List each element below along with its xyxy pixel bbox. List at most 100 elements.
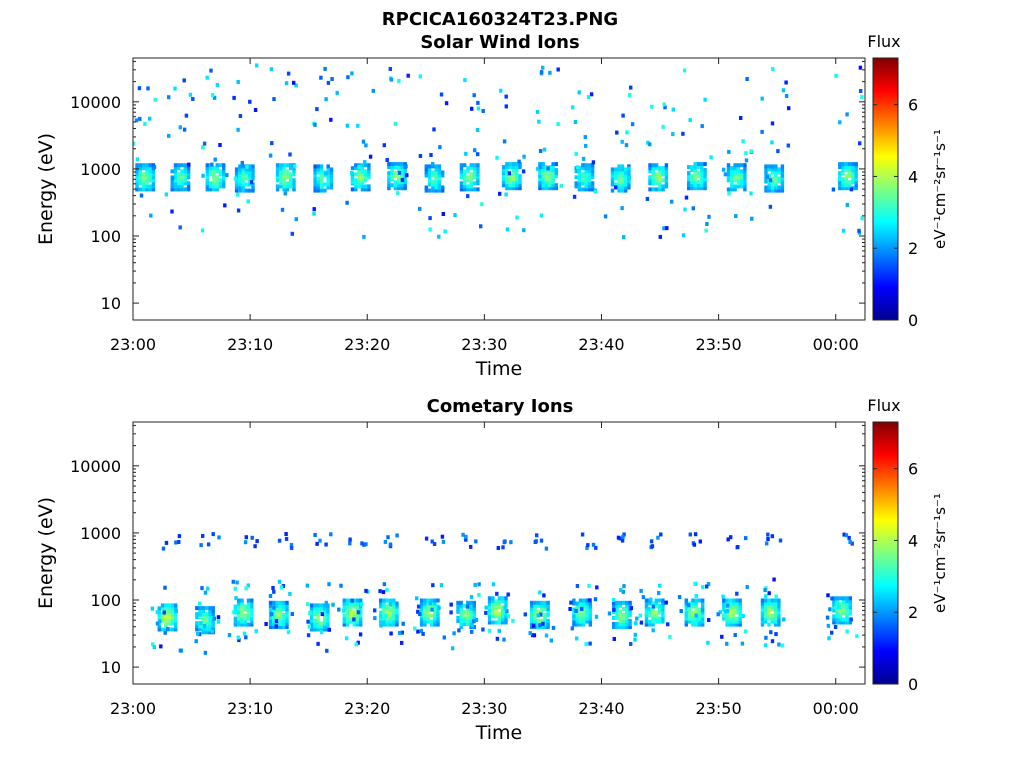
flux-cell: [777, 622, 781, 627]
flux-cell: [236, 80, 240, 84]
x-tick-label: 23:50: [696, 335, 742, 354]
flux-cell: [703, 168, 707, 173]
flux-cell: [736, 172, 740, 177]
flux-cell: [218, 169, 223, 174]
flux-cell: [138, 116, 142, 121]
flux-cell: [204, 624, 209, 629]
flux-cell: [419, 607, 424, 612]
flux-cell: [428, 227, 432, 232]
flux-cell: [644, 622, 649, 627]
flux-cell: [329, 179, 334, 184]
flux-cell: [664, 184, 669, 189]
flux-cell: [590, 187, 595, 192]
flux-cell: [345, 619, 350, 624]
flux-cell: [390, 162, 394, 167]
flux-cell: [543, 606, 547, 611]
colorbar-tick-label: 0: [908, 675, 918, 694]
flux-cell: [141, 172, 146, 177]
flux-cell: [281, 584, 286, 588]
flux-cell: [357, 165, 361, 169]
flux-cell: [625, 130, 629, 135]
flux-cell: [851, 174, 855, 179]
flux-cell: [763, 643, 768, 648]
colorbar-tick-label: 6: [908, 96, 918, 115]
flux-cell: [357, 181, 361, 186]
flux-cell: [615, 625, 619, 629]
flux-cell: [838, 611, 843, 616]
flux-cell: [349, 619, 353, 624]
flux-cell: [135, 163, 139, 168]
flux-cell: [463, 187, 467, 192]
flux-cell: [405, 173, 409, 178]
flux-cell: [434, 182, 438, 187]
flux-cell: [170, 609, 175, 614]
flux-cell: [697, 622, 702, 627]
flux-cell: [648, 166, 652, 171]
flux-cell: [285, 163, 290, 168]
flux-cell: [463, 169, 467, 174]
flux-cell: [651, 616, 655, 621]
flux-cell: [215, 169, 219, 174]
flux-cell: [246, 607, 251, 612]
flux-cell: [459, 175, 464, 180]
flux-cell: [472, 187, 477, 192]
flux-cell: [501, 183, 506, 188]
flux-cell: [151, 172, 156, 177]
flux-cell: [858, 65, 863, 70]
flux-cell: [722, 616, 726, 621]
flux-cell: [760, 604, 765, 609]
flux-cell: [275, 603, 279, 608]
flux-cell: [767, 591, 771, 596]
flux-cell: [774, 188, 778, 193]
flux-cell: [275, 600, 279, 605]
flux-cell: [505, 177, 509, 182]
flux-cell: [617, 173, 621, 178]
flux-cell: [538, 180, 542, 185]
flux-cell: [323, 615, 327, 620]
flux-cell: [780, 164, 785, 169]
flux-cell: [687, 183, 691, 188]
flux-cell: [160, 615, 165, 620]
flux-cell: [505, 171, 509, 176]
flux-cell: [504, 596, 508, 601]
flux-cell: [180, 187, 184, 192]
flux-cell: [177, 540, 181, 544]
flux-cell: [451, 646, 455, 651]
flux-cell: [275, 612, 279, 617]
flux-cell: [770, 601, 774, 606]
flux-cell: [329, 167, 334, 172]
flux-cell: [651, 610, 655, 615]
flux-cell: [215, 181, 219, 186]
flux-cell: [145, 172, 149, 177]
flux-cell: [183, 172, 187, 177]
flux-cell: [501, 608, 505, 613]
flux-cell: [434, 179, 438, 184]
flux-cell: [381, 590, 386, 595]
flux-cell: [835, 617, 839, 622]
flux-cell: [603, 214, 608, 219]
flux-cell: [180, 181, 184, 186]
flux-cell: [424, 167, 428, 172]
flux-cell: [246, 601, 251, 606]
flux-cell: [459, 612, 463, 617]
flux-cell: [501, 617, 505, 622]
flux-cell: [841, 186, 845, 191]
flux-cell: [350, 171, 354, 175]
flux-cell: [244, 173, 249, 178]
flux-cell: [584, 187, 588, 192]
flux-cell: [691, 206, 695, 211]
flux-cell: [233, 622, 238, 627]
flux-cell: [419, 616, 424, 621]
flux-cell: [466, 178, 470, 183]
flux-cell: [624, 170, 628, 175]
flux-cell: [355, 598, 360, 603]
flux-cell: [438, 145, 442, 150]
flux-cell: [426, 607, 430, 612]
flux-cell: [217, 535, 221, 540]
flux-cell: [437, 188, 442, 193]
flux-cell: [415, 596, 419, 601]
flux-cell: [472, 93, 476, 98]
flux-cell: [701, 622, 705, 627]
flux-cell: [764, 610, 768, 615]
flux-cell: [390, 165, 394, 170]
